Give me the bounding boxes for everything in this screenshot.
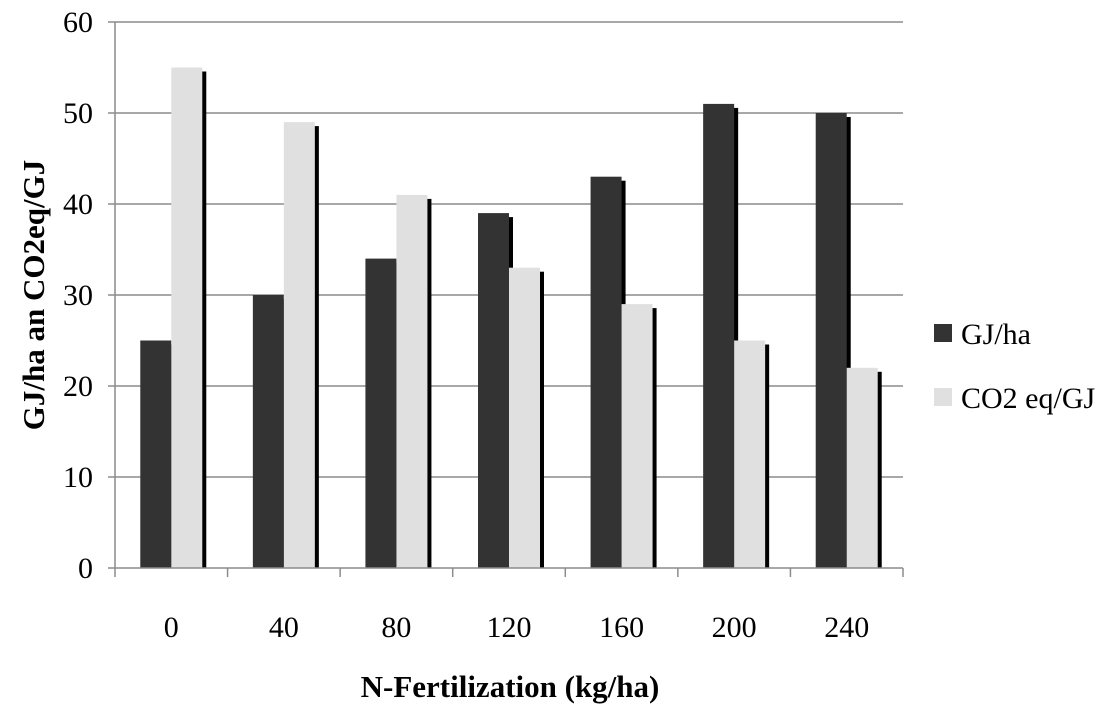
axes (108, 21, 904, 577)
bar-gj-ha (252, 295, 284, 568)
bar-co2-eq-gj (621, 304, 653, 568)
y-tick-label: 60 (63, 6, 93, 39)
y-axis-title: GJ/ha an CO2eq/GJ (16, 160, 51, 430)
bar-gj-ha (140, 340, 172, 568)
bar-co2-eq-gj (509, 267, 540, 568)
y-tick-label: 0 (78, 552, 93, 585)
x-tick-label: 0 (164, 611, 179, 644)
x-tick-label: 120 (487, 611, 532, 644)
x-tick-label: 160 (599, 611, 644, 644)
bar-gj-ha (478, 213, 509, 568)
bar-co2-eq-gj (734, 340, 766, 568)
x-axis-title: N-Fertilization (kg/ha) (361, 669, 660, 704)
bar-co2-eq-gj (396, 194, 428, 568)
legend-swatch-gj-ha (934, 324, 952, 342)
bar-co2-eq-gj (171, 67, 203, 568)
bar-gj-ha (590, 176, 622, 568)
y-tick-label: 10 (63, 461, 93, 494)
bar-gj-ha (815, 113, 847, 568)
bar-gj-ha (365, 258, 397, 568)
y-tick-label: 30 (63, 279, 93, 312)
legend: GJ/ha CO2 eq/GJ (934, 318, 1095, 415)
x-tick-label: 240 (824, 611, 869, 644)
y-tick-label: 40 (63, 188, 93, 221)
y-tick-label: 50 (63, 97, 93, 130)
x-tick-label: 80 (381, 611, 411, 644)
legend-label-co2-eq-gj: CO2 eq/GJ (961, 382, 1095, 415)
legend-swatch-co2-eq-gj (934, 388, 952, 406)
y-tick-labels: 0 10 20 30 40 50 60 (63, 6, 93, 585)
y-tick-label: 20 (63, 370, 93, 403)
bar-co2-eq-gj (846, 367, 878, 568)
x-tick-label: 200 (712, 611, 757, 644)
legend-label-gj-ha: GJ/ha (961, 318, 1031, 351)
bar-co2-eq-gj (283, 122, 315, 568)
x-tick-labels: 0 40 80 120 160 200 240 (164, 611, 869, 644)
bars (140, 67, 882, 569)
bar-gj-ha (703, 103, 735, 569)
x-tick-label: 40 (269, 611, 299, 644)
